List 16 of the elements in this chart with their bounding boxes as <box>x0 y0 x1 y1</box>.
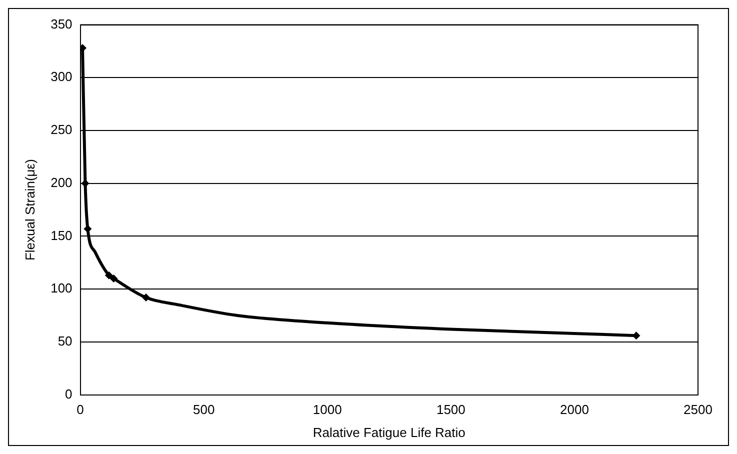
y-tick-label: 100 <box>50 280 72 296</box>
y-tick-label: 350 <box>50 16 72 32</box>
x-tick-label: 500 <box>192 402 215 418</box>
x-tick-label: 0 <box>76 402 84 418</box>
y-tick-label: 0 <box>65 386 72 402</box>
y-tick-label: 150 <box>50 228 72 243</box>
y-tick-label: 200 <box>50 174 72 190</box>
x-axis-title: Ralative Fatigue Life Ratio <box>312 424 466 440</box>
y-tick-label: 300 <box>50 69 72 84</box>
x-tick-label: 2000 <box>560 402 589 418</box>
y-tick-label: 250 <box>50 122 72 138</box>
x-tick-label: 1500 <box>436 402 466 418</box>
y-axis-title: Flexual Strain(με) <box>22 159 38 261</box>
x-tick-label: 1000 <box>312 402 342 418</box>
x-tick-label: 2500 <box>684 402 712 418</box>
y-tick-label: 50 <box>58 334 72 349</box>
